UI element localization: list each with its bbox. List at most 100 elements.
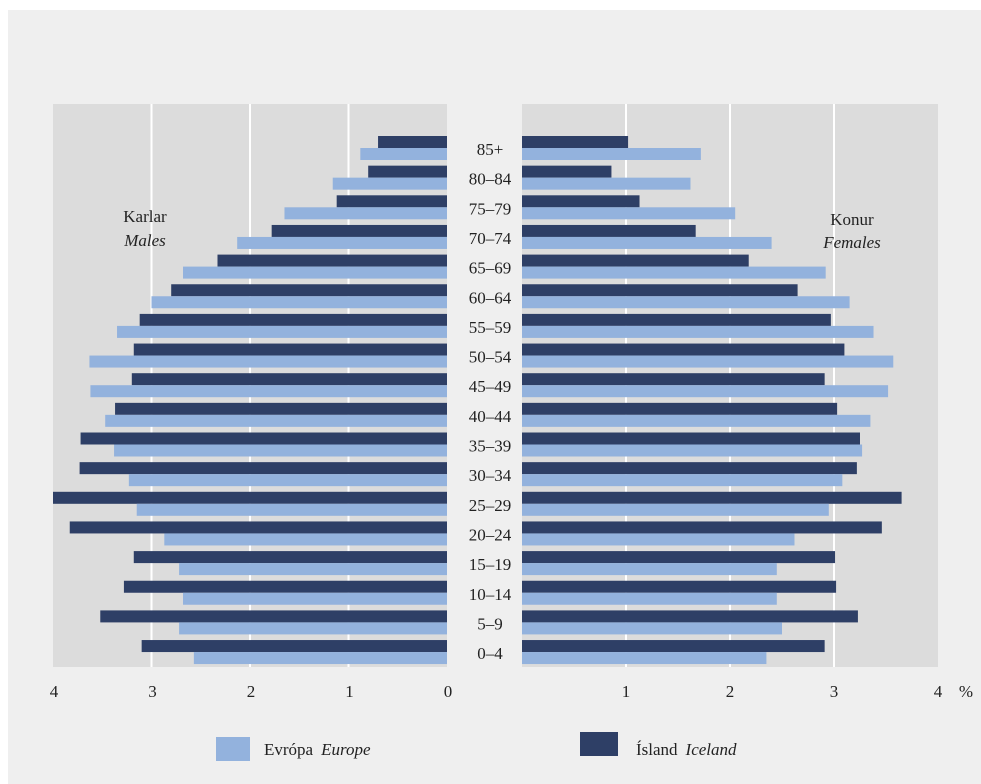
bar-males-iceland [79, 462, 447, 475]
bar-females-iceland [522, 432, 860, 445]
bar-females-iceland [522, 195, 640, 208]
age-group-label: 10–14 [469, 585, 512, 604]
x-tick-label-females: 4 [934, 682, 943, 701]
age-labels: 85+ 80–84 75–79 70–74 65–69 60–64 55–59 50–54 45… [469, 140, 512, 663]
bar-males-iceland [80, 432, 447, 445]
legend-iceland-native: Ísland [636, 740, 678, 759]
age-group-label: 80–84 [469, 170, 512, 189]
age-group-label: 85+ [477, 140, 504, 159]
bar-males-iceland [171, 284, 447, 297]
bar-females-iceland [522, 580, 837, 593]
bar-females-europe [522, 414, 871, 427]
bar-females-iceland [522, 136, 629, 148]
x-axis-ticks: 4 3 2 1 0 1 2 3 4% [50, 682, 973, 701]
bar-females-iceland [522, 343, 845, 356]
bar-females-iceland [522, 640, 825, 653]
x-tick-label-males: 1 [345, 682, 354, 701]
legend-europe-english: Europe [320, 740, 371, 759]
bar-males-iceland [133, 343, 447, 356]
bar-males-iceland [217, 254, 447, 267]
legend-label-europe: Evrópa Europe [264, 740, 371, 759]
bar-males-europe [332, 177, 447, 190]
age-group-label: 55–59 [469, 318, 512, 337]
bar-females-europe [522, 503, 829, 516]
age-group-label: 20–24 [469, 525, 512, 544]
bar-males-europe [128, 474, 447, 487]
bar-females-europe [522, 355, 894, 368]
bar-males-europe [237, 236, 447, 249]
bar-females-iceland [522, 254, 749, 267]
age-group-label: 45–49 [469, 377, 512, 396]
bar-females-iceland [522, 610, 858, 623]
bar-males-europe [105, 414, 447, 427]
bar-males-europe [114, 444, 447, 457]
bar-females-europe [522, 236, 772, 249]
bar-males-iceland [131, 373, 448, 386]
x-tick-label-males: 0 [444, 682, 453, 701]
age-group-label: 60–64 [469, 288, 512, 307]
x-tick-label-females: 2 [726, 682, 735, 701]
x-tick-label-males: 2 [247, 682, 256, 701]
bar-females-iceland [522, 284, 798, 297]
age-group-label: 65–69 [469, 259, 512, 278]
bar-females-europe [522, 177, 691, 190]
bar-males-iceland [271, 224, 447, 237]
bar-females-europe [522, 325, 874, 338]
bar-females-iceland [522, 462, 857, 475]
x-axis-unit: % [959, 682, 973, 701]
x-tick-label-males: 4 [50, 682, 59, 701]
bar-males-iceland [336, 195, 447, 208]
bar-females-europe [522, 533, 795, 546]
bar-males-europe [284, 207, 447, 220]
bar-females-europe [522, 652, 767, 665]
bar-females-iceland [522, 313, 831, 326]
age-group-label: 30–34 [469, 466, 512, 485]
bar-females-iceland [522, 521, 882, 534]
bar-males-europe [183, 266, 447, 279]
bars [53, 136, 902, 665]
bar-males-europe [179, 622, 447, 635]
bar-females-europe [522, 592, 777, 605]
bar-males-europe [179, 563, 447, 576]
females-label-english: Females [822, 233, 881, 252]
age-group-label: 40–44 [469, 407, 512, 426]
legend-swatch-iceland [580, 732, 618, 756]
bar-males-europe [193, 652, 447, 665]
age-group-label: 50–54 [469, 348, 512, 367]
bar-males-europe [89, 355, 447, 368]
age-group-label: 35–39 [469, 437, 512, 456]
bar-females-europe [522, 563, 777, 576]
bar-males-iceland [378, 136, 447, 148]
age-group-label: 70–74 [469, 229, 512, 248]
x-tick-label-females: 3 [830, 682, 839, 701]
legend-iceland-english: Iceland [685, 740, 737, 759]
bar-females-iceland [522, 551, 836, 564]
age-group-label: 0–4 [477, 644, 503, 663]
age-group-label: 25–29 [469, 496, 512, 515]
bar-females-europe [522, 296, 850, 309]
bar-females-iceland [522, 402, 838, 415]
bar-males-iceland [53, 491, 447, 504]
legend-label-iceland: Ísland Iceland [636, 740, 737, 759]
bar-males-iceland [141, 640, 447, 653]
bar-males-europe [136, 503, 447, 516]
males-label-english: Males [123, 231, 166, 250]
legend: Evrópa Europe Ísland Iceland [216, 732, 737, 761]
bar-males-iceland [368, 165, 447, 178]
x-tick-label-males: 3 [148, 682, 157, 701]
bar-females-europe [522, 444, 863, 457]
age-group-label: 75–79 [469, 199, 512, 218]
bar-males-europe [151, 296, 447, 309]
bar-males-iceland [115, 402, 448, 415]
bar-males-europe [117, 325, 448, 338]
bar-females-europe [522, 266, 826, 279]
bar-females-iceland [522, 491, 902, 504]
bar-males-iceland [133, 551, 447, 564]
legend-swatch-europe [216, 737, 250, 761]
x-tick-label-females: 1 [622, 682, 631, 701]
bar-males-iceland [100, 610, 447, 623]
bar-males-iceland [123, 580, 448, 593]
age-group-label: 15–19 [469, 555, 512, 574]
